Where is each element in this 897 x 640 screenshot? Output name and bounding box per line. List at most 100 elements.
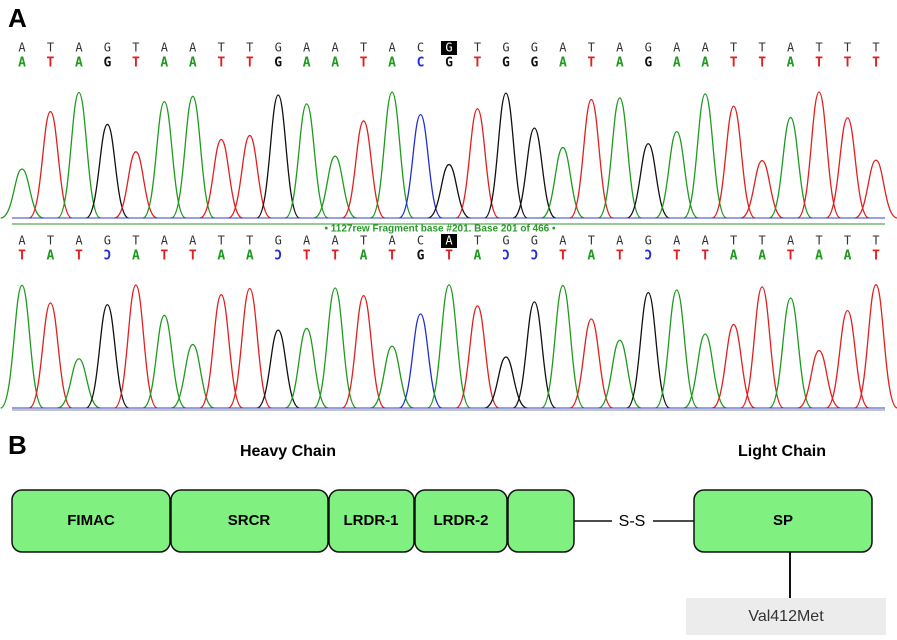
reference-base: T [47,234,54,248]
reference-base: C [417,41,424,55]
reference-base: A [388,234,396,248]
reference-base: A [616,234,624,248]
called-base: T [559,249,567,264]
reference-base: A [559,41,567,55]
reference-base: T [246,234,253,248]
called-base: A [246,249,254,264]
called-base: A [18,56,26,71]
called-base: A [701,56,709,71]
called-base: Ɔ [274,249,282,264]
reference-base: A [18,41,26,55]
called-base: A [616,56,624,71]
reference-base: A [332,234,340,248]
reference-base: T [132,41,139,55]
reference-base: T [132,234,139,248]
trace-peak [798,351,841,408]
reference-base: G [645,234,652,248]
trace-peak [399,314,442,408]
trace-peak [684,334,727,408]
trace-peak [598,340,641,408]
trace-peak [86,124,129,218]
called-base: G [502,56,510,71]
called-base: A [217,249,225,264]
called-base: T [189,249,197,264]
called-base: A [47,249,55,264]
called-base: A [587,249,595,264]
called-base: T [331,249,339,264]
called-base: A [388,56,396,71]
trace-peak [115,152,158,218]
reference-base: A [787,41,795,55]
trace-peak [741,161,784,218]
called-base: T [730,56,738,71]
reference-base: T [588,234,595,248]
domain-label: FIMAC [67,512,115,529]
reference-base: A [161,234,169,248]
reference-base: A [702,41,710,55]
called-base: A [189,56,197,71]
reference-base: G [502,234,509,248]
called-base: T [132,56,140,71]
domain-label: LRDR-2 [434,512,489,529]
called-base: T [673,249,681,264]
trace-peak [456,306,499,408]
called-base: G [644,56,652,71]
reference-base: G [531,41,538,55]
trace-peak [58,359,101,408]
trace-peak [542,148,585,218]
reference-base: T [872,41,879,55]
called-base: A [758,249,766,264]
domain-label: SP [773,512,793,529]
called-base: A [360,249,368,264]
trace-peak [627,144,670,218]
reference-base: G [531,234,538,248]
reference-base: A [75,234,83,248]
reference-base: A [161,41,169,55]
reference-base: A [445,234,453,248]
reference-base: T [218,234,225,248]
called-base: G [445,56,453,71]
reference-base: A [673,41,681,55]
reference-base: C [417,234,424,248]
trace-peak [826,118,869,218]
called-base: A [673,56,681,71]
reference-base: G [445,41,452,55]
panel-label: B [8,430,27,460]
trace-peak [485,357,528,408]
called-base: A [844,249,852,264]
called-base: A [474,249,482,264]
reference-base: G [104,41,111,55]
called-base: G [103,56,111,71]
called-base: T [872,56,880,71]
reference-base: A [332,41,340,55]
called-base: C [417,56,425,71]
trace-peak [769,118,812,218]
reference-base: T [246,41,253,55]
trace-peak [29,112,72,218]
called-base: A [730,249,738,264]
called-base: T [872,249,880,264]
reference-base: A [787,234,795,248]
called-base: T [587,56,595,71]
trace-peak [826,311,869,408]
reference-base: T [759,41,766,55]
trace-peak [29,303,72,408]
reference-base: T [47,41,54,55]
trace-peak [570,319,613,408]
trace-peak [371,346,414,408]
called-base: T [303,249,311,264]
called-base: T [246,56,254,71]
called-base: Ɔ [502,249,510,264]
called-base: G [417,249,425,264]
called-base: Ɔ [103,249,111,264]
reference-base: A [189,234,197,248]
reference-base: A [702,234,710,248]
called-base: T [701,249,709,264]
reference-base: T [815,41,822,55]
figure: A • 1127rew Fragment base #201. Base 201… [0,0,897,635]
called-base: T [217,56,225,71]
trace-peak [855,160,897,218]
trace-peak [1,169,44,218]
domain-label: SRCR [228,512,271,529]
trace-peak [143,315,186,408]
